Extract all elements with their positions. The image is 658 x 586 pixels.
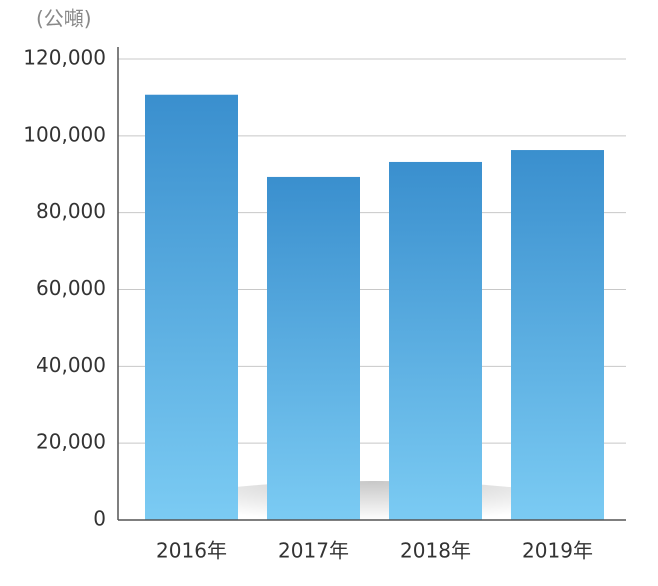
- y-tick-label: 80,000: [36, 199, 106, 223]
- y-tick-label: 60,000: [36, 276, 106, 300]
- y-tick-label: 40,000: [36, 353, 106, 377]
- unit-label: (公噸): [36, 7, 92, 31]
- x-tick-label: 2016年: [156, 539, 227, 563]
- bar: [267, 176, 360, 521]
- bar: [145, 94, 238, 520]
- bar: [389, 161, 482, 520]
- axis-shadow: [112, 481, 632, 561]
- y-tick-label: 0: [93, 507, 106, 531]
- x-tick-label: 2017年: [278, 539, 349, 563]
- y-tick-label: 20,000: [36, 430, 106, 454]
- bar: [511, 150, 604, 521]
- x-tick-label: 2019年: [522, 539, 593, 563]
- y-tick-label: 120,000: [23, 46, 106, 70]
- x-tick-label: 2018年: [400, 539, 471, 563]
- y-tick-label: 100,000: [23, 122, 106, 146]
